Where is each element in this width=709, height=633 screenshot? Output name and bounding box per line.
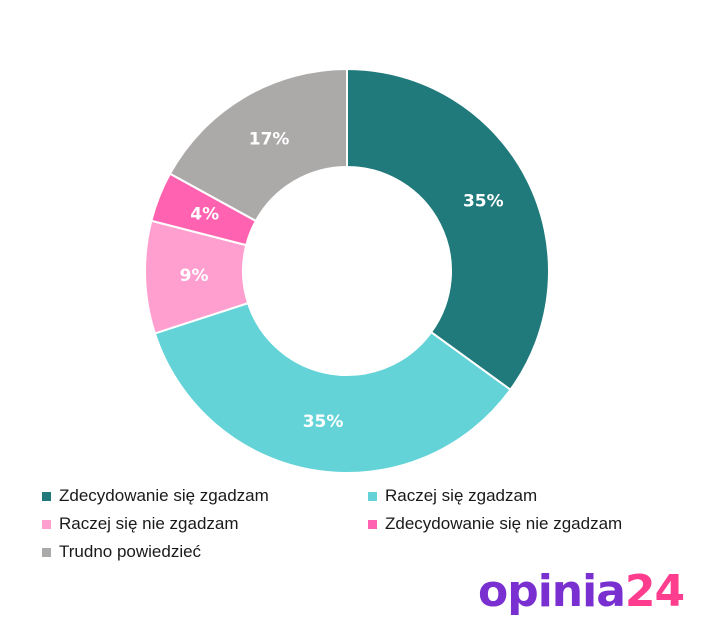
legend-swatch (368, 491, 377, 501)
opinia24-logo: opinia 24 (478, 566, 685, 617)
donut-slices (144, 67, 550, 474)
logo-text-opinia: opinia (478, 566, 626, 617)
donut-chart: 35% 35% 9% 4% 17% (144, 67, 550, 474)
slice-labels: 35% 35% 9% 4% 17% (180, 129, 504, 432)
donut-slice (346, 67, 550, 392)
slice-value-label: 35% (463, 192, 504, 212)
donut-slice (168, 67, 348, 223)
legend-item-trudno-powiedziec: Trudno powiedzieć (42, 542, 201, 562)
legend-label: Zdecydowanie się zgadzam (59, 486, 269, 505)
slice-value-label: 4% (190, 205, 219, 225)
slice-value-label: 9% (180, 266, 209, 286)
donut-slice (153, 301, 512, 474)
slice-value-label: 35% (303, 412, 344, 432)
slice-value-label: 17% (249, 129, 290, 149)
logo-text-24: 24 (624, 566, 685, 617)
legend-item-raczej-zgadzam: Raczej się zgadzam (368, 486, 537, 506)
legend-swatch (42, 519, 51, 529)
legend-item-zdecydowanie-nie-zgadzam: Zdecydowanie się nie zgadzam (368, 514, 622, 534)
legend-swatch (368, 519, 377, 529)
legend-label: Zdecydowanie się nie zgadzam (385, 514, 623, 533)
legend-swatch (42, 491, 51, 501)
legend-label: Raczej się zgadzam (385, 486, 538, 505)
legend-item-raczej-nie-zgadzam: Raczej się nie zgadzam (42, 514, 239, 534)
legend-label: Trudno powiedzieć (59, 542, 202, 561)
legend-label: Raczej się nie zgadzam (59, 514, 239, 533)
legend-item-zdecydowanie-zgadzam: Zdecydowanie się zgadzam (42, 486, 269, 506)
legend-swatch (42, 547, 51, 557)
